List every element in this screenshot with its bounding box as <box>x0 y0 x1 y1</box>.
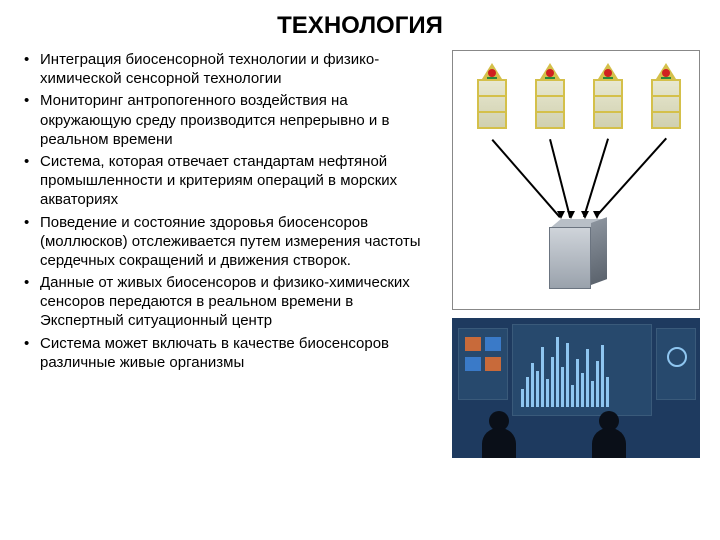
arrow <box>550 139 571 217</box>
chart-bar <box>571 385 574 407</box>
chart-bar <box>601 345 604 407</box>
chart-bar <box>536 371 539 407</box>
chart-bar <box>556 337 559 407</box>
chart-bar <box>546 379 549 407</box>
bullets-column: Интеграция биосенсорной технологии и физ… <box>20 50 442 520</box>
chart-bar <box>531 363 534 407</box>
chart-bar <box>586 349 589 407</box>
control-room-image <box>452 318 700 458</box>
slide-content: Интеграция биосенсорной технологии и физ… <box>20 50 700 520</box>
arrow-head-icon <box>581 211 589 219</box>
thumbnail-icon <box>465 337 481 351</box>
figures-column <box>452 50 700 520</box>
arrow-head-icon <box>593 211 601 219</box>
side-screen <box>458 328 508 400</box>
chart-bar <box>551 357 554 407</box>
main-screen <box>512 324 652 416</box>
slide-title: ТЕХНОЛОГИЯ <box>20 12 700 40</box>
gauge-icon <box>667 347 687 367</box>
bullet-item: Мониторинг антропогенного воздействия на… <box>20 91 438 149</box>
chart-bar <box>596 361 599 407</box>
chart-bar <box>576 359 579 407</box>
thumbnail-icon <box>485 337 501 351</box>
thumbnail-icon <box>465 357 481 371</box>
waveform-chart <box>521 331 609 407</box>
operator-silhouette <box>592 411 626 458</box>
chart-bar <box>581 373 584 407</box>
bullet-list: Интеграция биосенсорной технологии и физ… <box>20 50 438 372</box>
chart-bar <box>561 367 564 407</box>
sensor-cage-icon <box>533 63 567 133</box>
chart-bar <box>541 347 544 407</box>
bullet-item: Поведение и состояние здоровья биосенсор… <box>20 213 438 271</box>
sensor-cage-icon <box>649 63 683 133</box>
chart-bar <box>591 381 594 407</box>
slide: ТЕХНОЛОГИЯ Интеграция биосенсорной техно… <box>0 0 720 540</box>
server-icon <box>549 219 609 293</box>
bullet-item: Система, которая отвечает стандартам неф… <box>20 152 438 210</box>
bullet-item: Система может включать в качестве биосен… <box>20 334 438 372</box>
arrow <box>596 138 667 217</box>
bullet-item: Интеграция биосенсорной технологии и физ… <box>20 50 438 88</box>
sensor-network-diagram <box>452 50 700 310</box>
sensor-cage-icon <box>475 63 509 133</box>
arrow <box>492 139 561 218</box>
operator-silhouette <box>482 411 516 458</box>
chart-bar <box>566 343 569 407</box>
sensor-cage-icon <box>591 63 625 133</box>
chart-bar <box>526 377 529 407</box>
chart-bar <box>606 377 609 407</box>
arrow-head-icon <box>557 211 565 219</box>
arrow-head-icon <box>567 211 575 219</box>
thumbnail-icon <box>485 357 501 371</box>
bullet-item: Данные от живых биосенсоров и физико-хим… <box>20 273 438 331</box>
aux-screen <box>656 328 696 400</box>
chart-bar <box>521 389 524 407</box>
